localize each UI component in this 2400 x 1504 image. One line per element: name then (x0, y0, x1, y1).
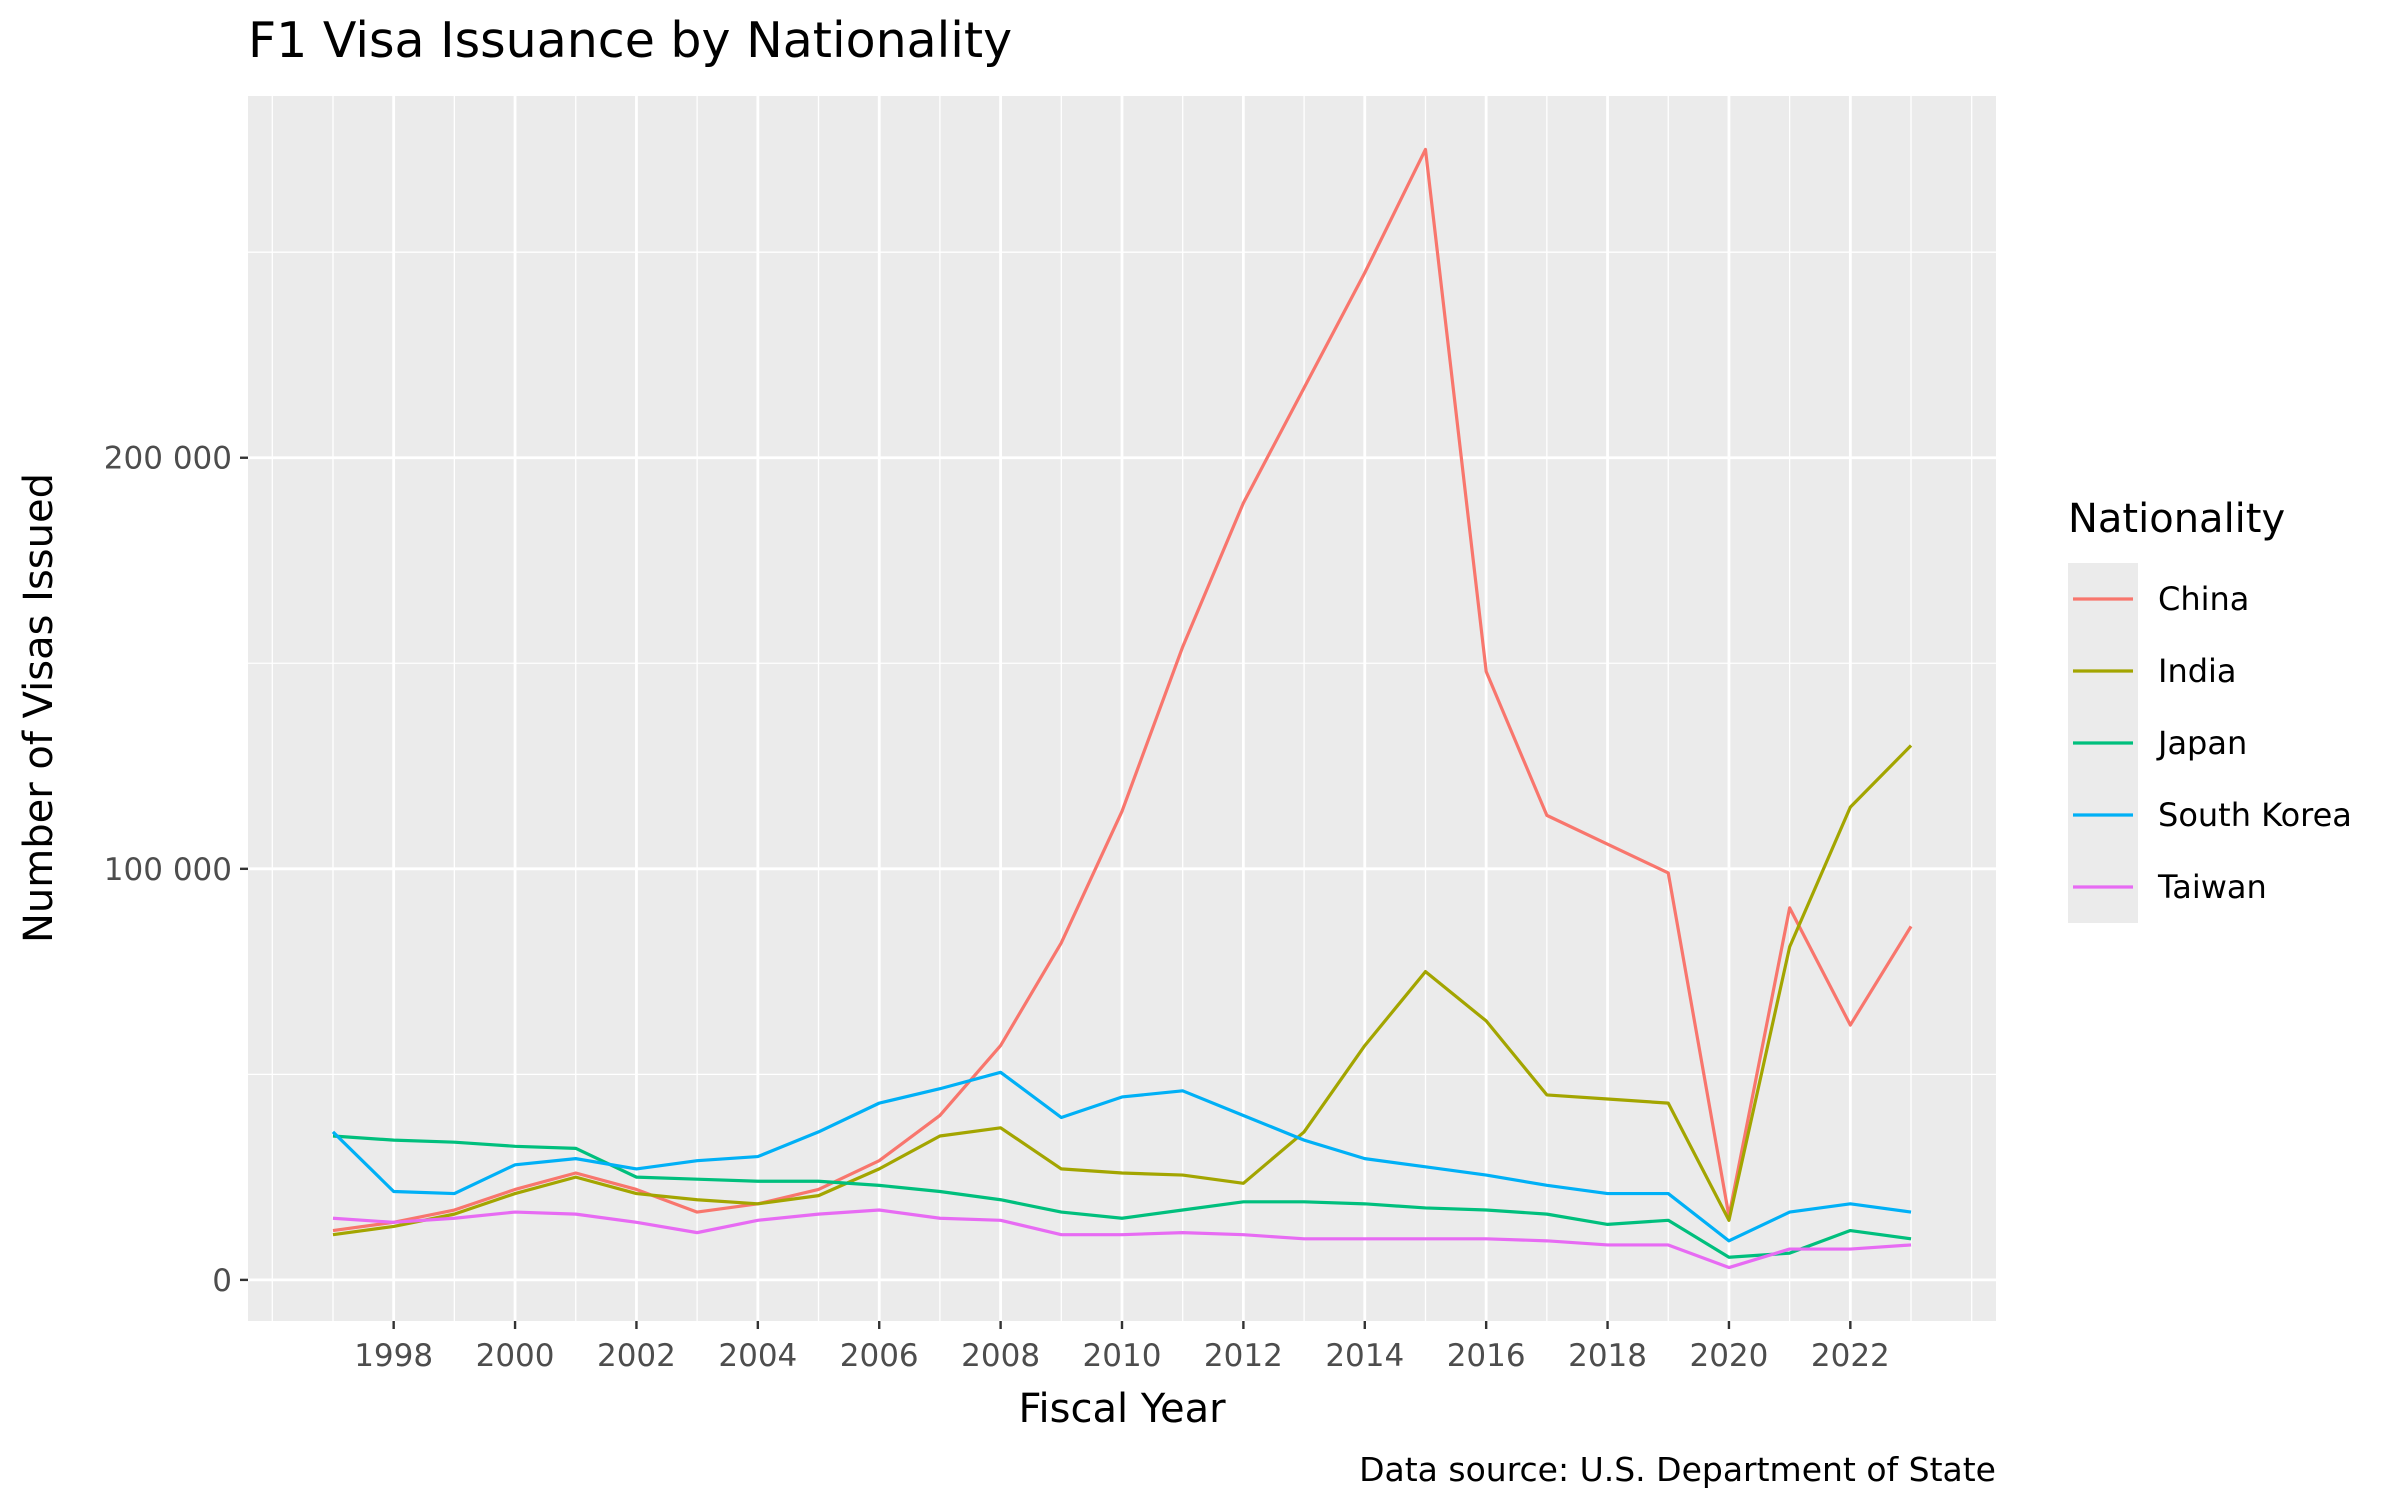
x-tick-label: 2014 (1325, 1338, 1404, 1374)
x-tick-label: 2022 (1811, 1338, 1890, 1374)
grid-major (248, 96, 1996, 1321)
x-tick-label: 2018 (1568, 1338, 1647, 1374)
x-axis: 1998 2000 2002 2004 2006 2008 2010 2012 2014 2016… (354, 1321, 1890, 1374)
y-axis-label: Number of Visas Issued (16, 473, 62, 943)
legend-label: South Korea (2158, 796, 2352, 834)
x-tick-label: 2006 (840, 1338, 919, 1374)
legend-item-taiwan: Taiwan (2068, 851, 2267, 923)
x-tick-label: 2008 (961, 1338, 1040, 1374)
x-tick-label: 2012 (1204, 1338, 1283, 1374)
x-tick-label: 2020 (1689, 1338, 1768, 1374)
legend-label: India (2158, 652, 2237, 690)
legend-item-japan: Japan (2068, 707, 2247, 779)
x-tick-label: 2004 (718, 1338, 797, 1374)
y-tick-label: 0 (212, 1263, 232, 1299)
legend: Nationality China India Japan South Korea Ta… (2068, 496, 2352, 923)
legend-label: Taiwan (2157, 868, 2267, 906)
y-tick-label: 100 000 (104, 852, 232, 888)
legend-label: China (2158, 580, 2249, 618)
series-line-china (332, 147, 1913, 1233)
series-line-japan (332, 1134, 1912, 1259)
chart-caption: Data source: U.S. Department of State (1359, 1450, 1996, 1489)
x-axis-label: Fiscal Year (1018, 1386, 1226, 1432)
legend-item-south-korea: South Korea (2068, 779, 2352, 851)
legend-item-india: India (2068, 635, 2237, 707)
x-tick-label: 2002 (597, 1338, 676, 1374)
y-tick-label: 200 000 (104, 441, 232, 477)
legend-label: Japan (2156, 724, 2247, 762)
x-tick-label: 2016 (1447, 1338, 1526, 1374)
chart-title: F1 Visa Issuance by Nationality (248, 12, 1012, 69)
legend-item-china: China (2068, 563, 2249, 635)
series-line-taiwan (332, 1208, 1912, 1270)
y-axis: 0 100 000 200 000 (104, 441, 248, 1299)
series-line-south-korea (331, 1070, 1912, 1243)
x-tick-label: 2000 (476, 1338, 555, 1374)
x-tick-label: 2010 (1083, 1338, 1162, 1374)
series-line-india (332, 744, 1913, 1237)
legend-items: China India Japan South Korea Taiwan (2068, 563, 2352, 923)
series-lines (331, 147, 1913, 1270)
legend-title: Nationality (2068, 496, 2285, 542)
x-tick-label: 1998 (354, 1338, 433, 1374)
